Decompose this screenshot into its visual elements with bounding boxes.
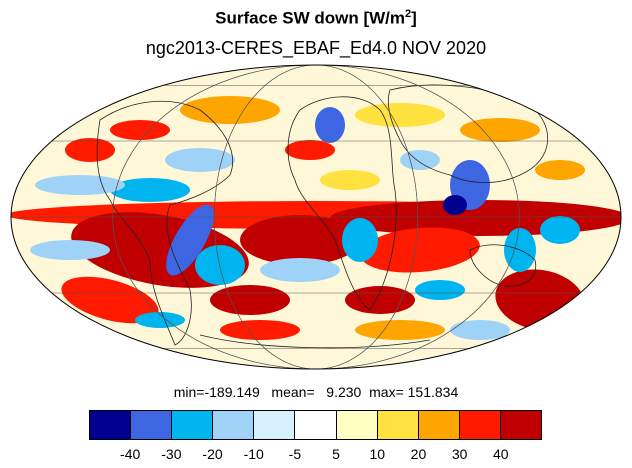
anomaly-patch xyxy=(315,107,345,143)
anomaly-patch xyxy=(443,195,467,215)
anomaly-patch xyxy=(61,276,159,324)
anomaly-patch xyxy=(65,138,115,162)
anomaly-patch xyxy=(345,286,415,314)
anomaly-patch xyxy=(110,178,190,202)
anomaly-patch xyxy=(535,160,585,180)
anomaly-patch xyxy=(415,280,465,300)
colorbar-tick-label: -30 xyxy=(161,446,182,462)
anomaly-patch xyxy=(166,204,214,276)
map-outline xyxy=(10,64,622,370)
anomaly-patch xyxy=(355,103,445,127)
anomaly-patch xyxy=(220,320,300,340)
anomaly-patch xyxy=(320,170,380,190)
anomaly-patch xyxy=(195,245,245,285)
colorbar-tick-label: 20 xyxy=(410,446,427,462)
colorbar-swatch xyxy=(90,411,132,439)
mollweide-map xyxy=(10,64,622,370)
colorbar-tick-label: 40 xyxy=(493,446,509,462)
anomaly-patch xyxy=(110,120,170,140)
anomaly-patch xyxy=(30,240,110,260)
anomaly-patch xyxy=(135,312,185,328)
colorbar-tick-label: -10 xyxy=(243,446,264,462)
anomaly-patch xyxy=(210,285,290,315)
colorbar-swatch xyxy=(213,411,255,439)
colorbar-tick-label: -5 xyxy=(288,446,302,462)
anomaly-field xyxy=(11,96,621,340)
colorbar-swatch xyxy=(295,411,337,439)
anomaly-patch xyxy=(355,320,445,340)
colorbar xyxy=(89,410,542,440)
colorbar-swatch xyxy=(131,411,173,439)
graticule xyxy=(11,65,621,369)
anomaly-patch xyxy=(450,320,510,340)
colorbar-swatch xyxy=(418,411,460,439)
anomaly-patch xyxy=(35,175,125,195)
colorbar-tick-label: -20 xyxy=(202,446,223,462)
colorbar-swatch xyxy=(254,411,296,439)
colorbar-swatch xyxy=(336,411,378,439)
anomaly-patch xyxy=(400,150,440,170)
anomaly-patch xyxy=(240,215,360,265)
colorbar-swatch xyxy=(172,411,214,439)
anomaly-patch xyxy=(165,148,235,172)
anomaly-patch xyxy=(180,96,280,124)
anomaly-patch xyxy=(260,258,340,282)
anomaly-patch xyxy=(540,216,580,244)
anomaly-patch xyxy=(285,140,335,160)
colorbar-tick-label: 30 xyxy=(451,446,468,462)
plot-title: Surface SW down [W/m2] xyxy=(215,8,417,28)
colorbar-swatch xyxy=(459,411,501,439)
anomaly-patch xyxy=(342,218,378,262)
meridian-line xyxy=(214,65,418,369)
statistics-line: min=-189.149 mean= 9.230 max= 151.834 xyxy=(173,384,459,400)
colorbar-tick-label: -40 xyxy=(120,446,141,462)
colorbar-swatch xyxy=(500,411,542,439)
anomaly-patch xyxy=(460,118,540,142)
plot-subtitle: ngc2013-CERES_EBAF_Ed4.0 NOV 2020 xyxy=(145,38,487,58)
colorbar-tick-label: 5 xyxy=(332,446,340,462)
meridian-line xyxy=(112,65,520,369)
colorbar-tick-label: 10 xyxy=(369,446,386,462)
colorbar-swatch xyxy=(377,411,419,439)
